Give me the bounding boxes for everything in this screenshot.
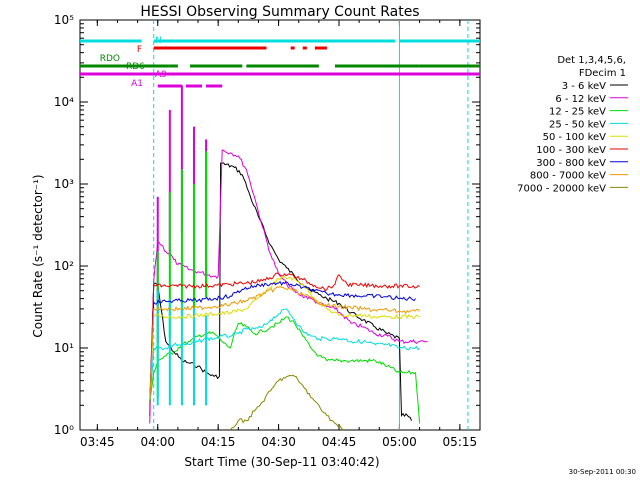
chart-title: HESSI Observing Summary Count Rates bbox=[140, 4, 419, 20]
legend-label: 6 - 12 keV bbox=[555, 94, 606, 105]
x-tick-label: 05:00 bbox=[382, 435, 417, 449]
series-line-8 bbox=[229, 374, 344, 431]
series-line-3 bbox=[149, 308, 420, 406]
x-axis-label: Start Time (30-Sep-11 03:40:42) bbox=[184, 455, 379, 469]
flag-label-n: N bbox=[155, 36, 162, 46]
legend-label: 3 - 6 keV bbox=[562, 81, 606, 92]
y-tick-label: 10⁰ bbox=[54, 423, 74, 437]
x-tick-label: 04:00 bbox=[140, 435, 175, 449]
legend-label: 7000 - 20000 keV bbox=[517, 183, 606, 194]
y-tick-label: 10¹ bbox=[54, 341, 74, 355]
series-line-1 bbox=[149, 149, 428, 424]
flag-label-f: F bbox=[137, 45, 142, 55]
x-tick-label: 04:15 bbox=[201, 435, 236, 449]
legend-label: 25 - 50 keV bbox=[549, 119, 606, 130]
series-line-7 bbox=[149, 285, 420, 406]
legend: Det 1,3,4,5,6, FDecim 1 3 - 6 keV 6 - 12 … bbox=[517, 55, 628, 194]
flag-label-a9: A9 bbox=[155, 70, 167, 80]
y-tick-label: 10³ bbox=[54, 177, 74, 191]
y-tick-label: 10² bbox=[54, 259, 74, 273]
legend-header-line2: FDecim 1 bbox=[579, 68, 626, 79]
legend-header-line1: Det 1,3,4,5,6, bbox=[557, 55, 626, 66]
x-tick-label: 04:45 bbox=[322, 435, 357, 449]
x-tick-label: 05:15 bbox=[443, 435, 478, 449]
x-tick-label: 03:45 bbox=[80, 435, 115, 449]
legend-label: 12 - 25 keV bbox=[549, 107, 606, 118]
plot-area: 03:45 04:00 04:15 04:30 04:45 05:00 05:15 10⁰ 10… bbox=[54, 13, 481, 449]
legend-label: 50 - 100 keV bbox=[543, 132, 607, 143]
series-line-5 bbox=[149, 272, 420, 406]
y-tick-label: 10⁵ bbox=[54, 13, 74, 27]
legend-label: 100 - 300 keV bbox=[536, 145, 606, 156]
x-tick-label: 04:30 bbox=[261, 435, 296, 449]
series-line-6 bbox=[149, 280, 416, 406]
plot-frame bbox=[79, 19, 481, 431]
series-line-2 bbox=[149, 316, 421, 424]
legend-label: 800 - 7000 keV bbox=[530, 171, 606, 182]
series-line-4 bbox=[149, 275, 420, 406]
y-axis-label: Count Rate (s⁻¹ detector⁻¹) bbox=[31, 174, 45, 337]
flag-label-rdo: RDO bbox=[100, 54, 120, 64]
y-tick-label: 10⁴ bbox=[54, 95, 74, 109]
footer-stamp: 30-Sep-2011 00:30 bbox=[569, 468, 636, 476]
flag-label-a1: A1 bbox=[131, 79, 143, 89]
flag-label-rd6: RD6 bbox=[126, 62, 145, 72]
series-line-0 bbox=[149, 162, 412, 421]
legend-label: 300 - 800 keV bbox=[536, 158, 606, 169]
